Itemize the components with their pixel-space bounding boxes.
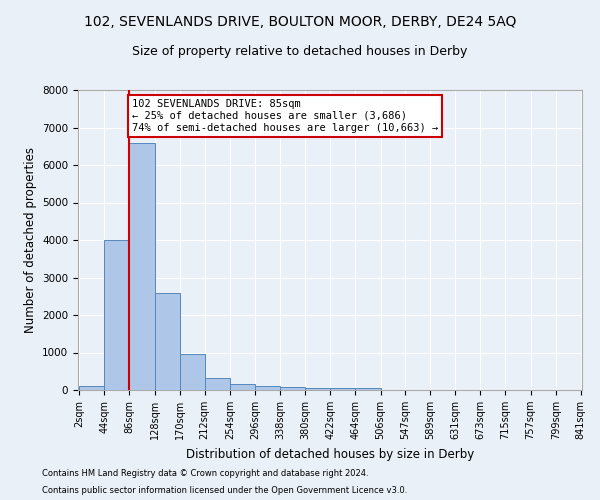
Bar [355, 388, 380, 390]
Bar [205, 378, 230, 390]
Bar [79, 386, 104, 390]
Bar [330, 388, 355, 390]
Y-axis label: Number of detached properties: Number of detached properties [23, 147, 37, 333]
Bar [280, 387, 305, 390]
Text: 102, SEVENLANDS DRIVE, BOULTON MOOR, DERBY, DE24 5AQ: 102, SEVENLANDS DRIVE, BOULTON MOOR, DER… [84, 15, 516, 29]
Bar [179, 354, 205, 390]
Bar [155, 292, 179, 390]
Bar [104, 240, 130, 390]
Bar [255, 386, 280, 390]
Text: Size of property relative to detached houses in Derby: Size of property relative to detached ho… [133, 45, 467, 58]
X-axis label: Distribution of detached houses by size in Derby: Distribution of detached houses by size … [186, 448, 474, 460]
Text: Contains public sector information licensed under the Open Government Licence v3: Contains public sector information licen… [42, 486, 407, 495]
Bar [230, 384, 255, 390]
Text: 102 SEVENLANDS DRIVE: 85sqm
← 25% of detached houses are smaller (3,686)
74% of : 102 SEVENLANDS DRIVE: 85sqm ← 25% of det… [132, 100, 438, 132]
Bar [130, 142, 155, 390]
Text: Contains HM Land Registry data © Crown copyright and database right 2024.: Contains HM Land Registry data © Crown c… [42, 468, 368, 477]
Bar [305, 388, 330, 390]
